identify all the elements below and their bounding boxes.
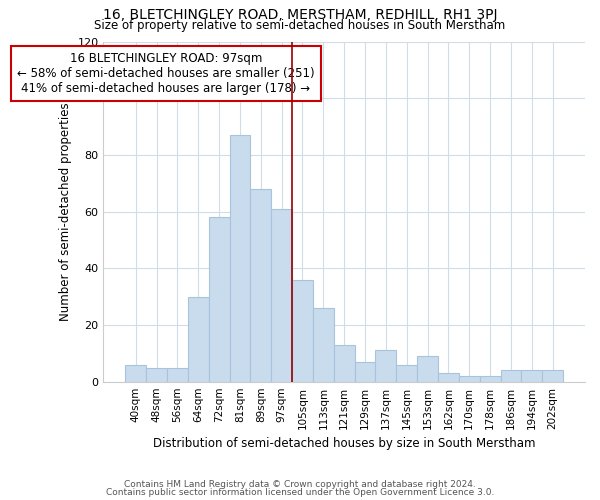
Bar (250, 189, 271, 382)
Text: Size of property relative to semi-detached houses in South Merstham: Size of property relative to semi-detach… (94, 18, 506, 32)
Bar (334, 345, 355, 382)
Text: 16, BLETCHINGLEY ROAD, MERSTHAM, REDHILL, RH1 3PJ: 16, BLETCHINGLEY ROAD, MERSTHAM, REDHILL… (103, 8, 497, 22)
Bar (500, 370, 521, 382)
Bar (209, 218, 230, 382)
Bar (521, 370, 542, 382)
Bar (313, 308, 334, 382)
Bar (397, 364, 417, 382)
Bar (271, 209, 292, 382)
Bar (417, 356, 438, 382)
X-axis label: Distribution of semi-detached houses by size in South Merstham: Distribution of semi-detached houses by … (153, 437, 535, 450)
Bar (146, 368, 167, 382)
Bar (230, 135, 250, 382)
Bar (459, 376, 480, 382)
Text: 16 BLETCHINGLEY ROAD: 97sqm
← 58% of semi-detached houses are smaller (251)
41% : 16 BLETCHINGLEY ROAD: 97sqm ← 58% of sem… (17, 52, 315, 94)
Text: Contains public sector information licensed under the Open Government Licence 3.: Contains public sector information licen… (106, 488, 494, 497)
Text: Contains HM Land Registry data © Crown copyright and database right 2024.: Contains HM Land Registry data © Crown c… (124, 480, 476, 489)
Bar (438, 373, 459, 382)
Bar (355, 362, 376, 382)
Bar (376, 350, 397, 382)
Bar (292, 280, 313, 382)
Bar (167, 368, 188, 382)
Bar (125, 364, 146, 382)
Bar (480, 376, 500, 382)
Y-axis label: Number of semi-detached properties: Number of semi-detached properties (59, 102, 72, 321)
Bar (542, 370, 563, 382)
Bar (188, 296, 209, 382)
